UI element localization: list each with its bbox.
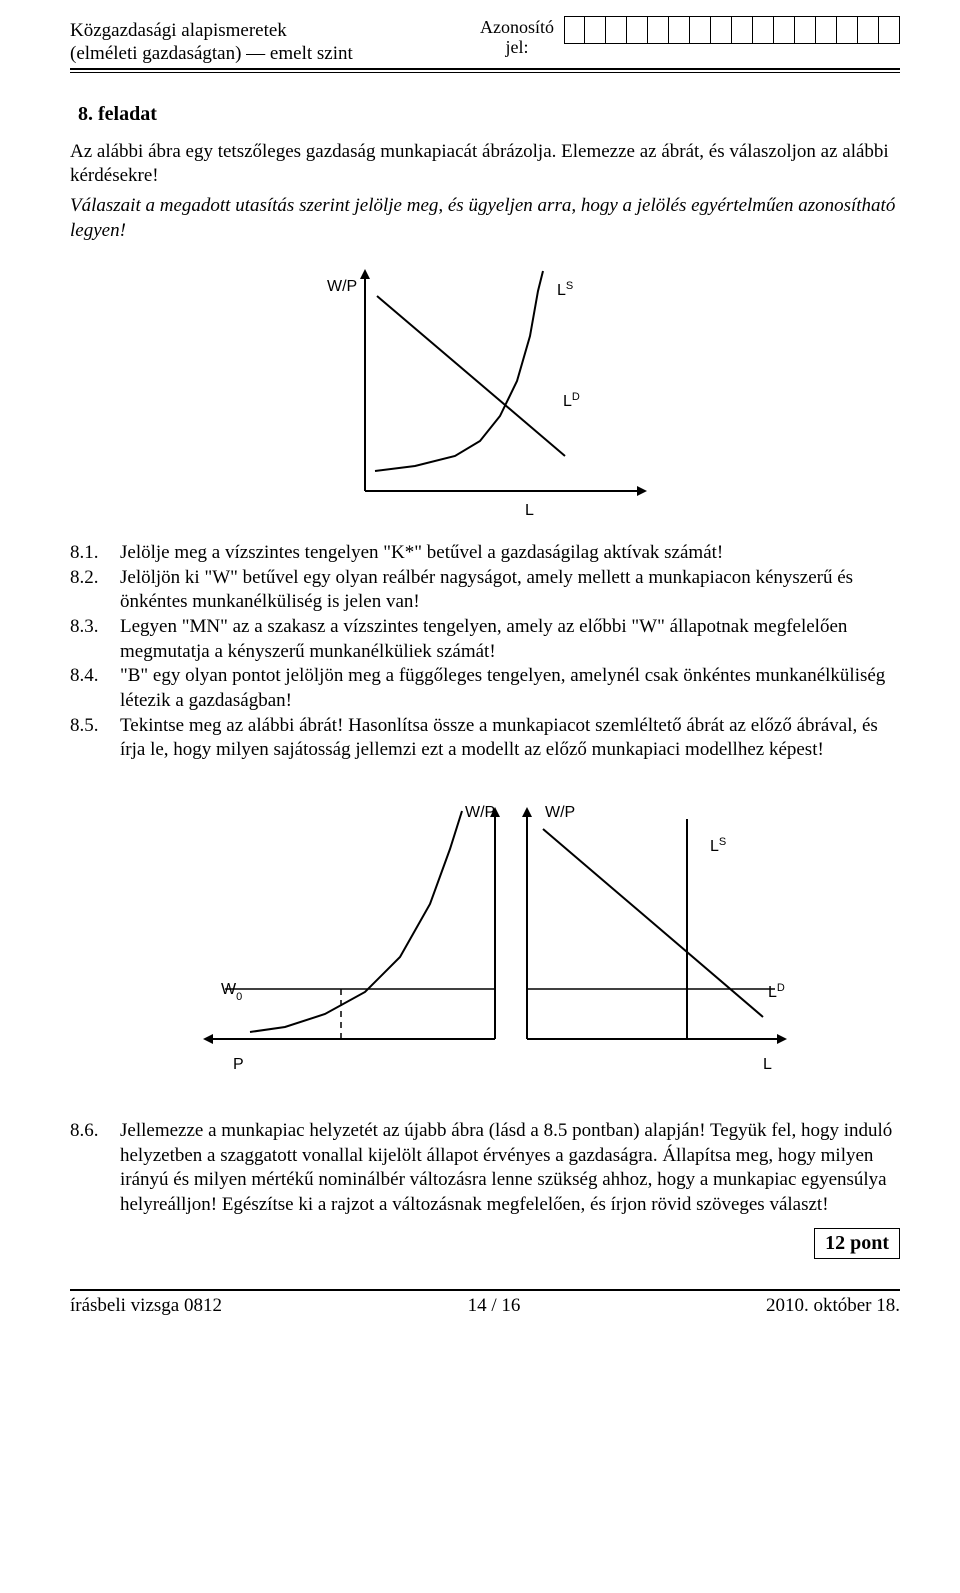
svg-text:L: L — [763, 1056, 772, 1073]
id-cell[interactable] — [564, 16, 585, 44]
id-label: Azonosító jel: — [480, 16, 554, 58]
id-cell[interactable] — [584, 16, 606, 44]
id-cell[interactable] — [626, 16, 648, 44]
page-header: Közgazdasági alapismeretek (elméleti gaz… — [70, 20, 900, 70]
question-text: Jellemezze a munkapiac helyzetét az újab… — [120, 1119, 900, 1218]
chart2-svg: W/P P W0 W/P L LS LD — [165, 789, 805, 1089]
id-cell[interactable] — [857, 16, 879, 44]
question-text: "B" egy olyan pontot jelöljön meg a függ… — [120, 664, 900, 713]
page-footer: írásbeli vizsga 0812 14 / 16 2010. októb… — [70, 1289, 900, 1317]
svg-text:W/P: W/P — [545, 804, 575, 821]
header-rule — [70, 72, 900, 73]
questions-list: 8.1.Jelölje meg a vízszintes tengelyen "… — [70, 541, 900, 763]
id-cell[interactable] — [668, 16, 690, 44]
subject-block: Közgazdasági alapismeretek (elméleti gaz… — [70, 20, 353, 66]
chart1-container: W/P L LS LD — [70, 261, 900, 521]
id-cell[interactable] — [815, 16, 837, 44]
id-block: Azonosító jel: — [480, 16, 900, 58]
svg-text:W/P: W/P — [465, 804, 495, 821]
svg-text:W0: W0 — [221, 981, 242, 1003]
svg-text:L: L — [525, 502, 534, 519]
svg-text:LD: LD — [768, 982, 785, 1001]
subject-line1: Közgazdasági alapismeretek — [70, 20, 287, 41]
id-cell[interactable] — [710, 16, 732, 44]
question-num: 8.5. — [70, 714, 120, 763]
question-num: 8.4. — [70, 664, 120, 713]
id-cell[interactable] — [731, 16, 753, 44]
svg-text:P: P — [233, 1056, 244, 1073]
id-cell[interactable] — [605, 16, 627, 44]
id-cell[interactable] — [794, 16, 816, 44]
svg-text:LS: LS — [557, 280, 573, 299]
footer-left: írásbeli vizsga 0812 — [70, 1295, 222, 1317]
id-cell[interactable] — [689, 16, 711, 44]
id-cell[interactable] — [878, 16, 900, 44]
question-item: 8.1.Jelölje meg a vízszintes tengelyen "… — [70, 541, 900, 566]
question-8-6: 8.6. Jellemezze a munkapiac helyzetét az… — [70, 1119, 900, 1218]
task-intro: Az alábbi ábra egy tetszőleges gazdaság … — [70, 140, 900, 189]
chart1-svg: W/P L LS LD — [305, 261, 665, 521]
question-num: 8.3. — [70, 615, 120, 664]
question-item: 8.4."B" egy olyan pontot jelöljön meg a … — [70, 664, 900, 713]
id-label-line2: jel: — [506, 37, 529, 57]
id-label-line1: Azonosító — [480, 17, 554, 37]
id-cell[interactable] — [773, 16, 795, 44]
id-cell[interactable] — [836, 16, 858, 44]
chart2-container: W/P P W0 W/P L LS LD — [70, 789, 900, 1095]
score-box: 12 pont — [814, 1228, 900, 1259]
id-cell[interactable] — [647, 16, 669, 44]
id-grid — [564, 16, 900, 44]
task-title: 8. feladat — [78, 103, 900, 126]
id-cell[interactable] — [752, 16, 774, 44]
question-text: Jelöljön ki "W" betűvel egy olyan reálbé… — [120, 566, 900, 615]
task-instruction: Válaszait a megadott utasítás szerint je… — [70, 194, 900, 243]
score-row: 12 pont — [70, 1228, 900, 1259]
question-item: 8.5.Tekintse meg az alábbi ábrát! Hasonl… — [70, 714, 900, 763]
subject-line2: (elméleti gazdaságtan) — emelt szint — [70, 43, 353, 64]
svg-text:W/P: W/P — [327, 278, 357, 295]
footer-center: 14 / 16 — [468, 1295, 521, 1317]
question-num: 8.6. — [70, 1119, 120, 1218]
question-text: Legyen "MN" az a szakasz a vízszintes te… — [120, 615, 900, 664]
svg-text:LD: LD — [563, 391, 580, 410]
question-text: Jelölje meg a vízszintes tengelyen "K*" … — [120, 541, 900, 566]
question-text: Tekintse meg az alábbi ábrát! Hasonlítsa… — [120, 714, 900, 763]
footer-right: 2010. október 18. — [766, 1295, 900, 1317]
question-num: 8.1. — [70, 541, 120, 566]
svg-text:LS: LS — [710, 836, 726, 855]
question-num: 8.2. — [70, 566, 120, 615]
question-item: 8.2.Jelöljön ki "W" betűvel egy olyan re… — [70, 566, 900, 615]
question-item: 8.3.Legyen "MN" az a szakasz a vízszinte… — [70, 615, 900, 664]
